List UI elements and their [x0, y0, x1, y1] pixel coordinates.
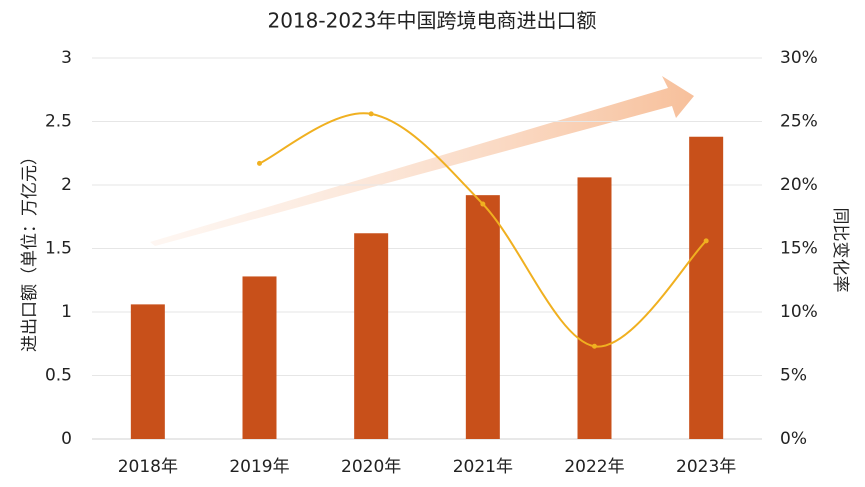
y-tick-label: 1 — [61, 302, 72, 322]
y2-tick-label: 30% — [780, 48, 818, 68]
y2-tick-label: 25% — [780, 112, 818, 132]
x-tick-label: 2021年 — [453, 457, 513, 477]
y-tick-label: 1.5 — [45, 239, 72, 259]
x-tick-label: 2023年 — [676, 457, 736, 477]
bar — [577, 177, 612, 439]
y2-tick-label: 20% — [780, 175, 818, 195]
bar — [465, 195, 500, 439]
line-point — [703, 238, 709, 244]
y-tick-label: 0.5 — [45, 366, 72, 386]
y-tick-label: 0 — [61, 429, 72, 449]
x-tick-label: 2018年 — [118, 457, 178, 477]
y2-tick-label: 10% — [780, 302, 818, 322]
line-point — [592, 343, 597, 349]
bar — [130, 304, 165, 439]
y2-tick-label: 15% — [780, 239, 818, 259]
line-point — [480, 201, 486, 207]
y-axis-label: 进出口额（单位：万亿元） — [20, 148, 40, 352]
bar — [242, 276, 277, 439]
bar — [689, 136, 724, 440]
x-tick-label: 2022年 — [564, 457, 624, 477]
bar — [354, 233, 389, 439]
y2-axis-label: 同比变化率 — [830, 208, 850, 293]
y-tick-label: 3 — [61, 48, 72, 68]
y-tick-label: 2 — [61, 175, 72, 195]
line-point — [368, 111, 374, 117]
chart-title: 2018-2023年中国跨境电商进出口额 — [267, 9, 596, 33]
line-point — [257, 160, 262, 166]
y-tick-label: 2.5 — [45, 112, 72, 132]
x-tick-label: 2019年 — [229, 457, 289, 477]
y2-tick-label: 5% — [780, 366, 807, 386]
line — [259, 112, 707, 348]
y2-tick-label: 0% — [780, 429, 807, 449]
trend-arrow — [150, 76, 694, 246]
x-tick-label: 2020年 — [341, 457, 401, 477]
